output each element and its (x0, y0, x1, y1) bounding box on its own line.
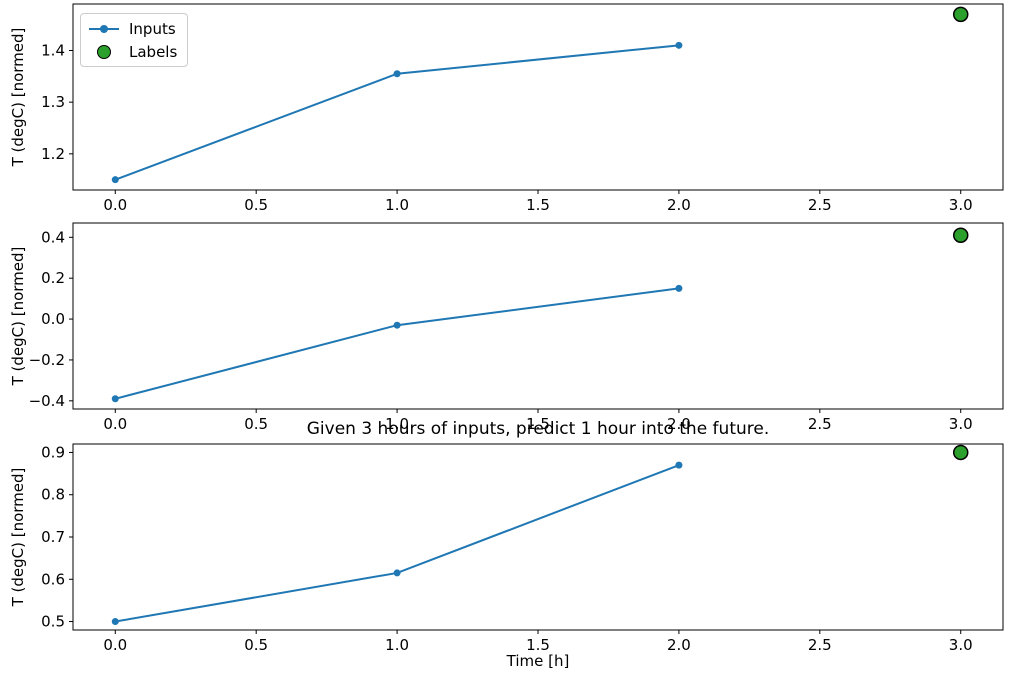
subplot-3-x-tick-label: 1.0 (385, 636, 409, 654)
subplot-3-y-tick-label: 0.5 (41, 613, 65, 631)
subplot-2-x-tick-label: 3.0 (949, 415, 973, 433)
subplot-3-x-tick-label: 3.0 (949, 636, 973, 654)
subplot-1-labels-point (952, 6, 969, 23)
subplot-3-inputs-marker (393, 569, 401, 577)
annotation-text: Given 3 hours of inputs, predict 1 hour … (306, 419, 770, 439)
subplot-2-y-tick-label: 0.4 (41, 228, 65, 246)
subplot-2-inputs-marker (675, 284, 683, 292)
subplot-3-x-tick-label: 0.5 (244, 636, 268, 654)
subplot-2-y-tick-label: −0.2 (29, 351, 65, 369)
subplot-1-inputs-marker (675, 41, 683, 49)
labels-circle-icon (89, 44, 119, 60)
subplot-3-y-tick-label: 0.6 (41, 570, 65, 588)
subplot-1-y-tick-label: 1.4 (41, 42, 65, 60)
inputs-line-marker-icon (89, 21, 119, 37)
subplot-2-y-tick-label: 0.2 (41, 269, 65, 287)
legend: Inputs Labels (80, 13, 189, 67)
subplot-2-x-tick-label: 2.0 (667, 415, 691, 433)
subplot-3-inputs-marker (111, 618, 119, 626)
subplot-1-x-tick-label: 2.5 (808, 196, 832, 214)
subplot-3-y-tick-label: 0.7 (41, 528, 65, 546)
subplot-1-x-tick-label: 1.5 (526, 196, 550, 214)
subplot-3-inputs-line (114, 464, 680, 623)
subplot-3-frame (72, 443, 1004, 631)
subplot-1-y-tick-label: 1.2 (41, 145, 65, 163)
subplot-1-inputs-marker (393, 70, 401, 78)
subplot-1-x-tick-label: 3.0 (949, 196, 973, 214)
subplot-3-x-tick-label: 1.5 (526, 636, 550, 654)
legend-label-inputs: Inputs (129, 19, 176, 38)
subplot-3-x-tick-label: 2.0 (667, 636, 691, 654)
legend-label-labels: Labels (129, 42, 178, 61)
subplot-2-inputs-marker (393, 321, 401, 329)
subplot-3-labels-point (952, 444, 969, 461)
legend-item-inputs: Inputs (89, 19, 177, 38)
x-axis-label: Time [h] (506, 652, 570, 670)
subplot-1-x-tick-label: 1.0 (385, 196, 409, 214)
subplot-1-x-tick-label: 2.0 (667, 196, 691, 214)
subplot-2-labels-point (952, 227, 969, 244)
subplot-2-y-tick-label: −0.4 (29, 392, 65, 410)
y-axis-label-subplot3: T (degC) [normed] (9, 467, 27, 607)
subplot-2-x-tick-label: 1.0 (385, 415, 409, 433)
subplot-2-frame (72, 222, 1004, 410)
subplot-1-frame (72, 3, 1004, 191)
subplot-2-x-tick-label: 2.5 (808, 415, 832, 433)
subplot-3-x-tick-label: 2.5 (808, 636, 832, 654)
subplot-1-x-tick-label: 0.5 (244, 196, 268, 214)
subplot-2-x-tick-label: 0.5 (244, 415, 268, 433)
subplot-3-y-tick-label: 0.9 (41, 443, 65, 461)
subplot-1-inputs-marker (111, 176, 119, 184)
subplot-2-x-tick-label: 0.0 (103, 415, 127, 433)
subplot-1-inputs-line (114, 44, 680, 181)
subplot-2-y-tick-label: 0.0 (41, 310, 65, 328)
subplot-3-x-tick-label: 0.0 (103, 636, 127, 654)
subplot-2-x-tick-label: 1.5 (526, 415, 550, 433)
subplot-1-x-tick-label: 0.0 (103, 196, 127, 214)
subplot-3-y-tick-label: 0.8 (41, 486, 65, 504)
subplot-2-inputs-marker (111, 395, 119, 403)
subplot-1-y-tick-label: 1.3 (41, 93, 65, 111)
subplot-2-inputs-line (114, 287, 680, 400)
subplot-3-inputs-marker (675, 461, 683, 469)
legend-item-labels: Labels (89, 42, 177, 61)
y-axis-label-subplot2: T (degC) [normed] (9, 246, 27, 386)
y-axis-label-subplot1: T (degC) [normed] (9, 27, 27, 167)
